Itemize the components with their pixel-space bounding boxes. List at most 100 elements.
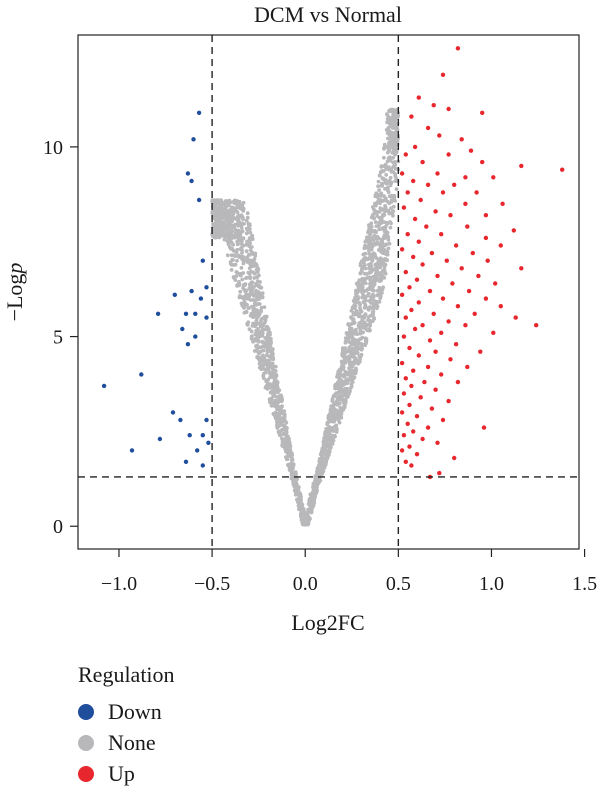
point-none [250,280,255,285]
point-none [245,260,250,264]
point-none [240,277,245,282]
point-up [403,315,408,320]
point-none [376,179,381,184]
point-none [259,349,263,354]
point-down [189,288,194,294]
point-down [180,326,185,332]
point-none [267,342,271,347]
point-up [403,459,408,464]
point-up [399,247,405,252]
point-none [362,315,367,320]
point-none [268,400,272,405]
point-none [352,375,357,380]
point-none [355,282,360,286]
point-down [172,292,177,297]
point-down [200,433,205,438]
point-none [393,135,397,140]
point-none [350,305,355,310]
point-none [245,302,249,307]
point-none [297,490,301,495]
point-none [250,324,255,328]
point-none [242,300,247,305]
point-up [476,273,481,279]
axes: −1.0 −0.5 0.0 0.5 1.0 1.5 0 5 10 [43,137,597,595]
point-none [241,286,245,290]
point-none [343,402,347,407]
point-none [374,209,379,214]
point-none [331,436,335,441]
point-none [392,109,396,113]
point-none [256,284,261,289]
point-none [276,413,280,418]
point-none [237,255,242,259]
point-none [244,218,249,223]
point-none [275,422,280,426]
point-none [331,406,336,410]
point-up [439,330,444,335]
point-none [366,307,371,312]
point-up [519,163,524,169]
point-up [403,269,408,275]
point-down [193,311,198,316]
point-up [399,410,405,415]
point-up [446,106,451,112]
point-up [446,398,451,404]
point-none [237,199,242,204]
point-none [359,324,363,329]
point-none [360,346,364,351]
point-up [478,349,483,354]
point-none [237,282,242,286]
point-none [301,513,306,518]
point-none [265,325,270,330]
point-up [420,262,425,267]
point-none [252,309,257,313]
point-none [378,206,383,211]
point-up [485,258,490,263]
point-none [217,198,222,203]
point-none [330,397,335,401]
point-none [394,187,399,192]
point-up [433,209,438,214]
point-none [321,460,325,464]
point-none [212,202,216,207]
point-up [446,152,451,157]
point-none [363,266,368,271]
point-up [407,444,412,449]
point-up [440,190,446,195]
point-none [296,500,300,505]
point-up [411,368,416,373]
point-none [381,275,386,280]
point-none [375,277,380,281]
point-none [343,398,348,403]
point-none [235,247,240,252]
point-none [320,448,325,452]
point-none [370,236,375,240]
point-none [370,258,374,263]
point-none [358,271,363,275]
point-none [360,318,364,323]
point-none [284,441,289,445]
point-none [254,288,258,293]
point-none [367,249,371,253]
point-none [240,251,244,255]
point-none [368,313,373,318]
point-none [290,463,295,468]
point-none [377,198,381,203]
point-none [224,234,228,239]
point-none [339,409,344,414]
point-none [280,404,284,409]
point-none [381,262,385,267]
point-none [366,318,370,322]
point-up [481,425,487,430]
point-none [354,368,359,373]
point-none [349,328,353,332]
point-none [250,285,254,290]
significant-points [101,46,565,480]
point-none [354,296,358,300]
point-none [275,426,280,430]
point-none [373,262,378,267]
point-none [232,225,237,230]
point-none [347,340,352,344]
point-none [240,303,245,308]
point-none [245,211,250,216]
